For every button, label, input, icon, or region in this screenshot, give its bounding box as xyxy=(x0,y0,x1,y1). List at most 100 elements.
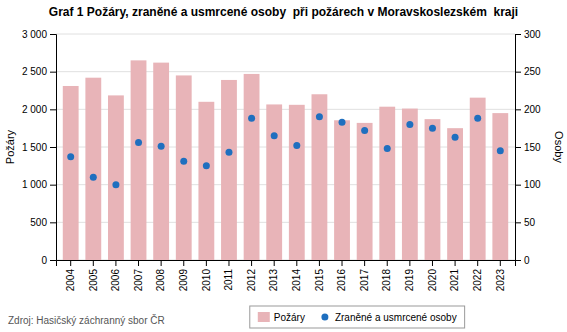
bar xyxy=(221,80,237,260)
marks xyxy=(63,60,508,260)
x-tick: 2013 xyxy=(268,260,279,291)
y2-tick: 250 xyxy=(515,66,541,77)
y-tick: 500 xyxy=(30,217,56,228)
legend-label: Zraněné a usmrcené osoby xyxy=(335,312,457,323)
x-tick-label: 2012 xyxy=(246,269,257,292)
bar xyxy=(334,120,350,260)
x-tick-mark xyxy=(500,260,501,266)
y-tick-label: 500 xyxy=(30,217,47,228)
point xyxy=(67,153,74,160)
x-tick-mark xyxy=(342,260,343,266)
x-tick-label: 2019 xyxy=(404,269,415,292)
y-tick-mark xyxy=(50,260,56,261)
y-tick-label: 1 500 xyxy=(22,142,47,153)
x-axis: 2004200520062007200820092010201120122013… xyxy=(57,260,516,291)
x-tick-mark xyxy=(183,260,184,266)
point xyxy=(158,143,165,150)
y2-tick: 100 xyxy=(515,179,541,190)
y2-tick-mark xyxy=(515,260,521,261)
y2-tick-mark xyxy=(515,185,521,186)
bar xyxy=(402,109,418,260)
x-tick-mark xyxy=(115,260,116,266)
grid-line xyxy=(56,109,515,110)
y2-tick: 150 xyxy=(515,142,541,153)
y2-axis-title: Osoby xyxy=(553,131,565,163)
x-tick: 2006 xyxy=(110,260,121,291)
plot: 2004200520062007200820092010201120122013… xyxy=(22,29,541,292)
point xyxy=(474,115,481,122)
x-tick-mark xyxy=(93,260,94,266)
y2-tick-label: 0 xyxy=(524,255,530,266)
series xyxy=(67,113,504,188)
x-tick-label: 2013 xyxy=(268,269,279,292)
x-tick-mark xyxy=(251,260,252,266)
y2-tick: 50 xyxy=(515,217,536,228)
point xyxy=(497,147,504,154)
y2-tick-mark xyxy=(515,72,521,73)
legend-swatch xyxy=(321,314,328,321)
x-tick: 2007 xyxy=(133,260,144,291)
y2-axis-line xyxy=(516,35,522,261)
y2-tick-mark xyxy=(515,34,521,35)
point xyxy=(429,125,436,132)
x-tick-mark xyxy=(364,260,365,266)
x-tick: 2019 xyxy=(404,260,415,291)
x-tick: 2023 xyxy=(495,260,506,291)
x-tick-mark xyxy=(138,260,139,266)
x-tick: 2008 xyxy=(155,260,166,291)
grid-line xyxy=(56,222,515,223)
y-tick: 2 000 xyxy=(22,104,56,115)
y-tick: 1 500 xyxy=(22,142,56,153)
y-tick-mark xyxy=(50,222,56,223)
x-tick-mark xyxy=(387,260,388,266)
x-tick-mark xyxy=(409,260,410,266)
series xyxy=(63,60,508,260)
x-tick-label: 2021 xyxy=(449,269,460,292)
x-tick-label: 2004 xyxy=(65,269,76,292)
grid-line xyxy=(56,147,515,148)
y-tick-label: 3 000 xyxy=(22,29,47,40)
point xyxy=(180,158,187,165)
source: Zdroj: Hasičský záchranný sbor ČR xyxy=(8,314,165,326)
x-tick: 2022 xyxy=(472,260,483,291)
x-tick: 2021 xyxy=(449,260,460,291)
grid xyxy=(56,34,515,260)
x-tick-mark xyxy=(432,260,433,266)
x-tick-label: 2005 xyxy=(88,269,99,292)
point xyxy=(316,113,323,120)
point xyxy=(452,134,459,141)
x-tick-label: 2011 xyxy=(223,269,234,291)
grid-line xyxy=(56,184,515,185)
point xyxy=(339,119,346,126)
bar xyxy=(198,102,214,260)
x-tick-label: 2018 xyxy=(381,269,392,292)
point xyxy=(406,121,413,128)
y2-tick-label: 100 xyxy=(524,179,541,190)
x-tick-mark xyxy=(296,260,297,266)
x-tick-label: 2008 xyxy=(155,269,166,292)
x-tick: 2004 xyxy=(65,260,76,291)
y2-tick-label: 200 xyxy=(524,104,541,115)
x-tick: 2012 xyxy=(246,260,257,291)
grid-line xyxy=(56,34,515,35)
bar xyxy=(289,105,305,260)
y-axis-line xyxy=(50,35,57,261)
legend: PožáryZraněné a usmrcené osoby xyxy=(250,306,465,328)
x-tick: 2010 xyxy=(201,260,212,291)
bar xyxy=(447,128,463,260)
y-tick-mark xyxy=(50,147,56,148)
point xyxy=(135,139,142,146)
chart: Graf 1 Požáry, zraněné a usmrcené osoby … xyxy=(0,0,567,332)
legend-frame xyxy=(250,306,465,328)
x-tick-label: 2015 xyxy=(314,269,325,292)
bar xyxy=(379,107,395,260)
x-tick-label: 2016 xyxy=(336,269,347,292)
x-tick-label: 2023 xyxy=(495,269,506,292)
y-tick-mark xyxy=(50,34,56,35)
x-tick-mark xyxy=(161,260,162,266)
bar xyxy=(244,74,260,260)
x-tick-mark xyxy=(206,260,207,266)
bar xyxy=(176,75,192,260)
bar xyxy=(425,119,441,260)
y2-axis: 050100150200250300 xyxy=(515,29,541,266)
